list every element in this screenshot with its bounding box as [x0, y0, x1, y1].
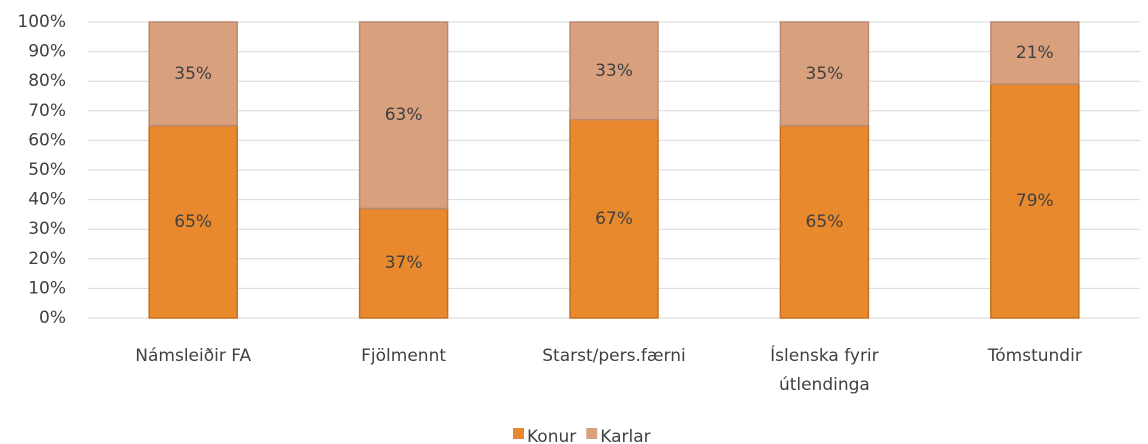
- y-tick-label: 60%: [28, 130, 66, 150]
- bar-segment: [358, 207, 449, 319]
- y-tick-label: 80%: [28, 71, 66, 91]
- data-label: 35%: [806, 64, 844, 84]
- bar-segment: [148, 124, 238, 319]
- legend-label: Konur: [527, 427, 576, 444]
- y-tick-label: 50%: [28, 160, 66, 180]
- y-tick-label: 0%: [39, 308, 66, 328]
- data-label: 33%: [595, 61, 633, 81]
- data-label: 37%: [385, 253, 423, 273]
- data-label: 35%: [174, 64, 212, 84]
- y-tick-label: 10%: [28, 278, 66, 298]
- x-tick-label: Starst/pers.færni: [542, 346, 685, 366]
- x-tick-label: Námsleiðir FA: [135, 346, 251, 366]
- bar-segment: [569, 118, 659, 319]
- y-tick-label: 70%: [28, 101, 66, 121]
- y-tick-label: 100%: [17, 12, 66, 32]
- data-label: 79%: [1016, 191, 1054, 211]
- data-label: 65%: [174, 212, 212, 232]
- bar-segment: [990, 83, 1080, 319]
- x-tick-label: Fjölmennt: [361, 346, 446, 366]
- bar-segment: [569, 21, 659, 121]
- y-tick-label: 90%: [28, 42, 66, 62]
- y-tick-label: 30%: [28, 219, 66, 239]
- y-tick-label: 20%: [28, 249, 66, 269]
- bar-segment: [990, 21, 1080, 85]
- legend-swatch: [513, 428, 524, 439]
- x-tick-label: Tómstundir: [987, 346, 1082, 366]
- data-label: 65%: [806, 212, 844, 232]
- data-label: 63%: [385, 105, 423, 125]
- y-tick-label: 40%: [28, 190, 66, 210]
- bar-segment: [358, 21, 449, 210]
- data-label: 21%: [1016, 43, 1054, 63]
- legend-label: Karlar: [600, 427, 650, 444]
- legend-swatch: [586, 428, 598, 439]
- bar-segment: [779, 21, 870, 127]
- bar-segment: [148, 21, 238, 127]
- data-label: 67%: [595, 209, 633, 229]
- x-tick-label: Íslenska fyrir útlendinga: [770, 344, 879, 395]
